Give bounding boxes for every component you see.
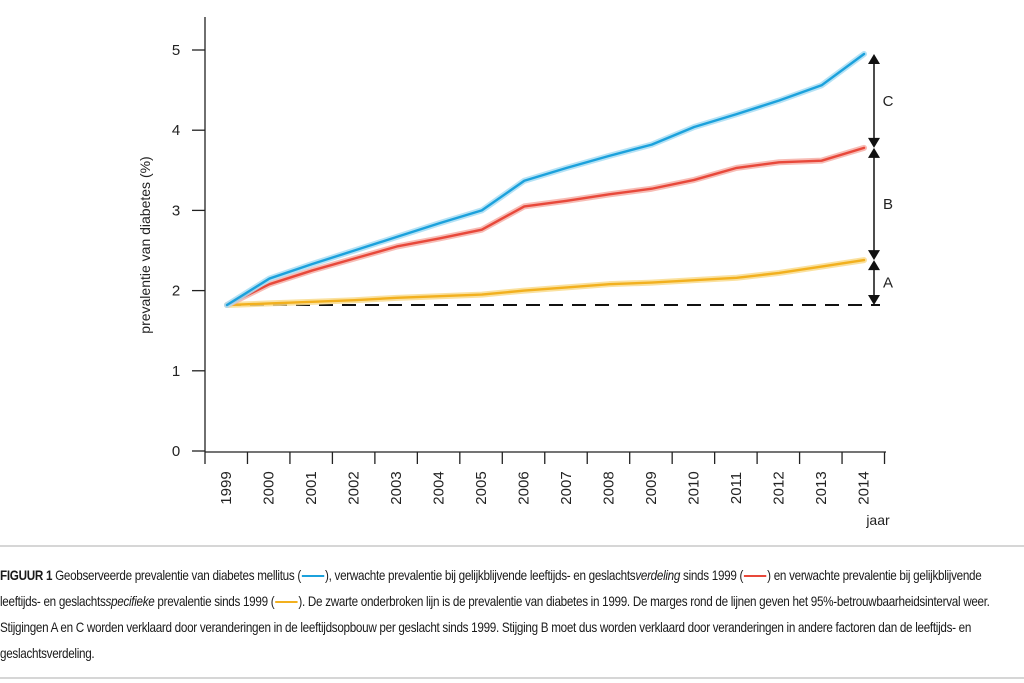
series-line <box>225 258 866 307</box>
x-tick-label: 2012 <box>770 471 787 504</box>
x-tick-label: 2005 <box>473 471 490 504</box>
caption-text-5: prevalentie sinds 1999 ( <box>154 594 275 609</box>
axes <box>204 17 886 453</box>
x-tick-label: 1999 <box>218 471 235 504</box>
y-tick-label: 1 <box>172 363 180 380</box>
annotation-label: C <box>883 93 894 110</box>
legend-swatch-expected-distribution <box>743 575 767 578</box>
x-tick-label: 2010 <box>685 471 702 504</box>
caption-text-3: sinds 1999 ( <box>680 568 744 583</box>
x-tick-label: 2001 <box>303 471 320 504</box>
figure-caption: FIGUUR 1 Geobserveerde prevalentie van d… <box>0 563 1023 667</box>
series-line <box>225 52 866 307</box>
series-line <box>225 146 866 307</box>
legend-swatch-observed <box>301 575 325 578</box>
annotation-label: A <box>883 275 893 292</box>
figure-caption-box: FIGUUR 1 Geobserveerde prevalentie van d… <box>0 545 1024 679</box>
x-tick-label: 2002 <box>346 471 363 504</box>
y-tick-label: 3 <box>172 202 180 219</box>
caption-text-6: ). De zwarte onderbroken lijn is de prev… <box>0 594 990 661</box>
x-tick-label: 2014 <box>855 471 872 504</box>
y-tick-label: 0 <box>172 443 180 460</box>
y-axis-title: prevalentie van diabetes (%) <box>137 156 153 333</box>
prevalence-line-chart: 0 1 2 3 4 5 1999 2000 2001 2002 2003 2004 2005 2006 2… <box>137 17 894 528</box>
x-tick-label: 2008 <box>600 471 617 504</box>
x-tick-label: 2006 <box>516 471 533 504</box>
x-ticks: 1999 2000 2001 2002 2003 2004 2005 2006 2007 2008… <box>204 452 886 505</box>
x-tick-label: 2003 <box>388 471 405 504</box>
caption-text-2: ), verwachte prevalentie bij gelijkblijv… <box>325 568 636 583</box>
x-tick-label: 2011 <box>728 472 745 504</box>
x-tick-label: 2004 <box>431 471 448 504</box>
figure-label: FIGUUR 1 <box>0 568 53 583</box>
y-tick-label: 5 <box>172 42 180 59</box>
caption-text-4: ) en verwachte prevalentie bij gelijkbli… <box>0 568 982 609</box>
arrow-down-icon <box>868 250 880 261</box>
arrow-down-icon <box>868 137 880 148</box>
caption-italic-verdeling: verdeling <box>635 568 681 583</box>
series-layer <box>224 51 880 309</box>
caption-italic-specifieke: specifieke <box>105 594 155 609</box>
x-axis-title: jaar <box>865 512 890 528</box>
arrow-up-icon <box>868 260 880 271</box>
arrow-up-icon <box>868 54 880 65</box>
y-tick-label: 2 <box>172 283 180 300</box>
annotation-layer: C B A <box>868 54 894 306</box>
y-ticks: 0 1 2 3 4 5 <box>172 42 205 460</box>
annotation-label: B <box>883 196 893 213</box>
x-tick-label: 2009 <box>643 471 660 504</box>
caption-text-1: Geobserveerde prevalentie van diabetes m… <box>52 568 301 583</box>
x-tick-label: 2000 <box>261 471 278 504</box>
y-tick-label: 4 <box>172 122 180 139</box>
arrow-up-icon <box>868 147 880 158</box>
x-tick-label: 2013 <box>813 471 830 504</box>
x-tick-label: 2007 <box>558 471 575 504</box>
arrow-down-icon <box>868 295 880 306</box>
legend-swatch-expected-specific <box>275 601 298 604</box>
